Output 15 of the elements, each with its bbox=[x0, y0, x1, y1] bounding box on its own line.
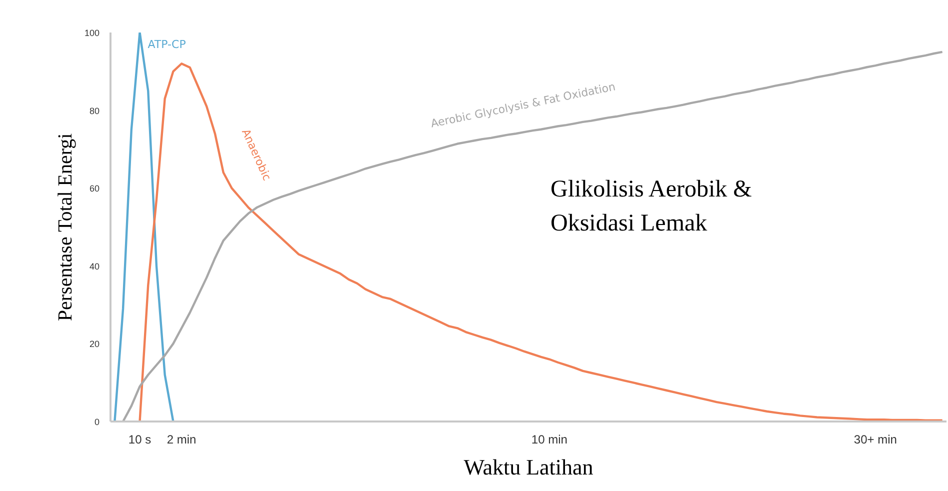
y-tick-label: 100 bbox=[84, 28, 100, 38]
x-axis-title: Waktu Latihan bbox=[464, 454, 594, 480]
x-tick-label: 30+ min bbox=[854, 432, 897, 446]
annotation: Glikolisis Aerobik & Oksidasi Lemak bbox=[550, 176, 752, 236]
text: Aerobic Glycolysis & Fat Oxidation bbox=[430, 80, 617, 130]
y-tick-label: 80 bbox=[89, 106, 100, 116]
y-tick-label: 40 bbox=[89, 261, 100, 272]
x-tick-label: 10 s bbox=[128, 432, 152, 446]
x-tick-label: 2 min bbox=[166, 432, 196, 446]
y-tick-label: 0 bbox=[94, 417, 100, 427]
x-tick-label: 10 min bbox=[531, 432, 568, 446]
y-axis-title: Persentase Total Energi bbox=[54, 132, 76, 322]
y-tick-label: 20 bbox=[89, 339, 100, 350]
y-tick-label: 60 bbox=[89, 184, 100, 194]
series-label: ATP-CP bbox=[148, 38, 186, 51]
